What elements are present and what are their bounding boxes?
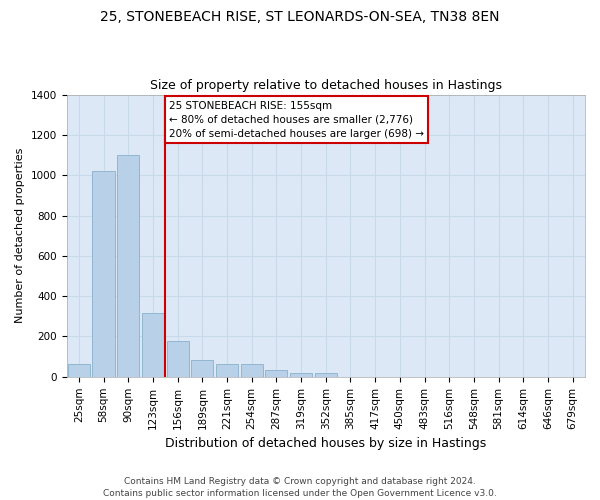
- Bar: [265, 370, 287, 377]
- Bar: [314, 373, 337, 377]
- Text: 25, STONEBEACH RISE, ST LEONARDS-ON-SEA, TN38 8EN: 25, STONEBEACH RISE, ST LEONARDS-ON-SEA,…: [100, 10, 500, 24]
- X-axis label: Distribution of detached houses by size in Hastings: Distribution of detached houses by size …: [165, 437, 487, 450]
- Bar: [167, 340, 189, 377]
- Bar: [216, 364, 238, 377]
- Text: 25 STONEBEACH RISE: 155sqm
← 80% of detached houses are smaller (2,776)
20% of s: 25 STONEBEACH RISE: 155sqm ← 80% of deta…: [169, 100, 424, 138]
- Bar: [117, 155, 139, 377]
- Title: Size of property relative to detached houses in Hastings: Size of property relative to detached ho…: [150, 79, 502, 92]
- Y-axis label: Number of detached properties: Number of detached properties: [15, 148, 25, 324]
- Bar: [290, 373, 312, 377]
- Bar: [92, 171, 115, 377]
- Bar: [142, 314, 164, 377]
- Text: Contains HM Land Registry data © Crown copyright and database right 2024.
Contai: Contains HM Land Registry data © Crown c…: [103, 476, 497, 498]
- Bar: [241, 364, 263, 377]
- Bar: [191, 360, 214, 377]
- Bar: [68, 364, 90, 377]
